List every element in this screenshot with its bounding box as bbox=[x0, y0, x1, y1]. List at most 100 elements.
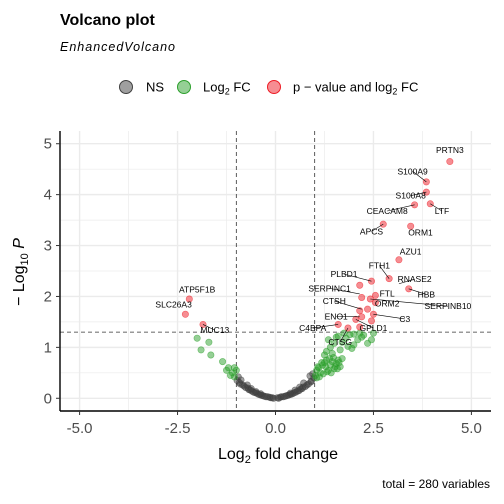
point-fc bbox=[328, 349, 336, 357]
gene-label: ORM2 bbox=[375, 299, 400, 309]
gene-label: RNASE2 bbox=[398, 274, 432, 284]
label-connector bbox=[371, 223, 384, 232]
legend-label-ns: NS bbox=[146, 80, 164, 95]
point-ns bbox=[257, 390, 265, 398]
legend-marker-fc bbox=[177, 80, 191, 94]
label-connector bbox=[312, 324, 339, 329]
point-both bbox=[407, 222, 415, 230]
point-both bbox=[446, 158, 454, 166]
point-fc bbox=[334, 332, 342, 340]
gene-label: S100A8 bbox=[396, 191, 427, 201]
gene-label: PLBD1 bbox=[331, 269, 358, 279]
x-tick-label: 0.0 bbox=[265, 420, 286, 437]
point-both bbox=[358, 293, 366, 301]
gene-label: CEACAM8 bbox=[367, 206, 408, 216]
caption: total = 280 variables bbox=[382, 477, 490, 491]
label-connector bbox=[408, 288, 427, 295]
point-fc bbox=[320, 351, 328, 359]
gene-label: APCS bbox=[360, 226, 383, 236]
label-connectors bbox=[202, 171, 448, 342]
point-fc bbox=[205, 338, 213, 346]
label-connector bbox=[355, 319, 374, 329]
gene-label: HBB bbox=[418, 289, 436, 299]
point-fc bbox=[333, 365, 341, 373]
gene-label: FTH1 bbox=[369, 260, 391, 270]
point-fc bbox=[348, 344, 356, 352]
point-both bbox=[185, 295, 193, 303]
legend-marker-ns bbox=[119, 80, 133, 94]
gene-label: AZU1 bbox=[400, 247, 422, 257]
gene-label: SERPINC1 bbox=[308, 283, 351, 293]
data-points bbox=[181, 158, 454, 402]
y-tick-label: 5 bbox=[44, 136, 52, 153]
point-both bbox=[369, 310, 377, 318]
label-connector bbox=[398, 278, 415, 285]
label-connector bbox=[387, 204, 415, 212]
point-both bbox=[364, 305, 372, 313]
point-both bbox=[356, 323, 364, 331]
point-fc bbox=[230, 364, 238, 372]
point-both bbox=[371, 291, 379, 299]
gene-label: LTF bbox=[435, 206, 449, 216]
point-fc bbox=[335, 359, 343, 367]
point-fc bbox=[226, 371, 234, 379]
label-connector bbox=[339, 327, 349, 342]
point-both bbox=[181, 310, 189, 318]
point-both bbox=[356, 281, 364, 289]
gene-label: PRTN3 bbox=[436, 145, 464, 155]
point-fc bbox=[369, 329, 377, 337]
y-tick-label: 4 bbox=[44, 187, 52, 204]
label-connector bbox=[334, 300, 362, 310]
point-ns bbox=[286, 389, 294, 397]
gene-label: CTSH bbox=[323, 296, 346, 306]
gene-label: CTSG bbox=[328, 337, 352, 347]
label-connector bbox=[412, 171, 427, 183]
gene-label: SERPINB10 bbox=[425, 301, 472, 311]
gene-label: SLC26A3 bbox=[155, 300, 192, 310]
point-both bbox=[405, 285, 413, 293]
gene-label: C4BPA bbox=[299, 323, 327, 333]
point-fc bbox=[330, 339, 338, 347]
point-fc bbox=[367, 336, 375, 344]
legend-marker-both bbox=[267, 80, 281, 94]
point-fc bbox=[327, 369, 335, 377]
gene-label: ENO1 bbox=[325, 311, 348, 321]
point-fc bbox=[223, 366, 231, 374]
y-tick-label: 0 bbox=[44, 390, 52, 407]
point-both bbox=[367, 317, 375, 325]
gene-label: C3 bbox=[399, 314, 410, 324]
label-connector bbox=[202, 324, 215, 331]
gene-label: ATP5F1B bbox=[179, 284, 216, 294]
legend: NS Log2 FC p − value and log2 FC bbox=[119, 80, 418, 97]
x-tick-label: -2.5 bbox=[165, 420, 191, 437]
point-fc bbox=[197, 346, 205, 354]
x-tick-label: 2.5 bbox=[363, 420, 384, 437]
x-axis-title: Log2 fold change bbox=[218, 446, 338, 466]
grid bbox=[60, 131, 491, 411]
point-fc bbox=[322, 363, 330, 371]
axes: -5.0 -2.5 0.0 2.5 5.0 0 1 2 3 4 5 bbox=[44, 131, 491, 437]
chart-subtitle: EnhancedVolcano bbox=[60, 40, 176, 54]
gene-label: S100A9 bbox=[398, 166, 429, 176]
label-connector bbox=[370, 298, 448, 307]
label-connector bbox=[410, 191, 427, 197]
label-connector bbox=[329, 288, 360, 295]
gene-labels: PRTN3 S100A9 S100A8 LTF CEACAM8 APCS ORM1 AZU1 F… bbox=[155, 145, 471, 347]
label-connector bbox=[430, 203, 443, 212]
y-tick-label: 3 bbox=[44, 238, 52, 255]
point-fc bbox=[207, 351, 215, 359]
point-ns bbox=[237, 376, 245, 384]
point-ns bbox=[307, 378, 315, 386]
point-fc bbox=[324, 336, 332, 344]
point-both bbox=[352, 315, 360, 323]
point-ns bbox=[268, 394, 276, 402]
gene-label: ORM1 bbox=[408, 227, 433, 237]
label-connector bbox=[343, 273, 372, 282]
gene-label: FTL bbox=[380, 288, 395, 298]
point-ns bbox=[281, 392, 289, 400]
point-fc bbox=[193, 334, 201, 342]
gene-label: MUC13 bbox=[200, 325, 229, 335]
label-connector bbox=[379, 265, 390, 279]
point-ns bbox=[275, 394, 283, 402]
